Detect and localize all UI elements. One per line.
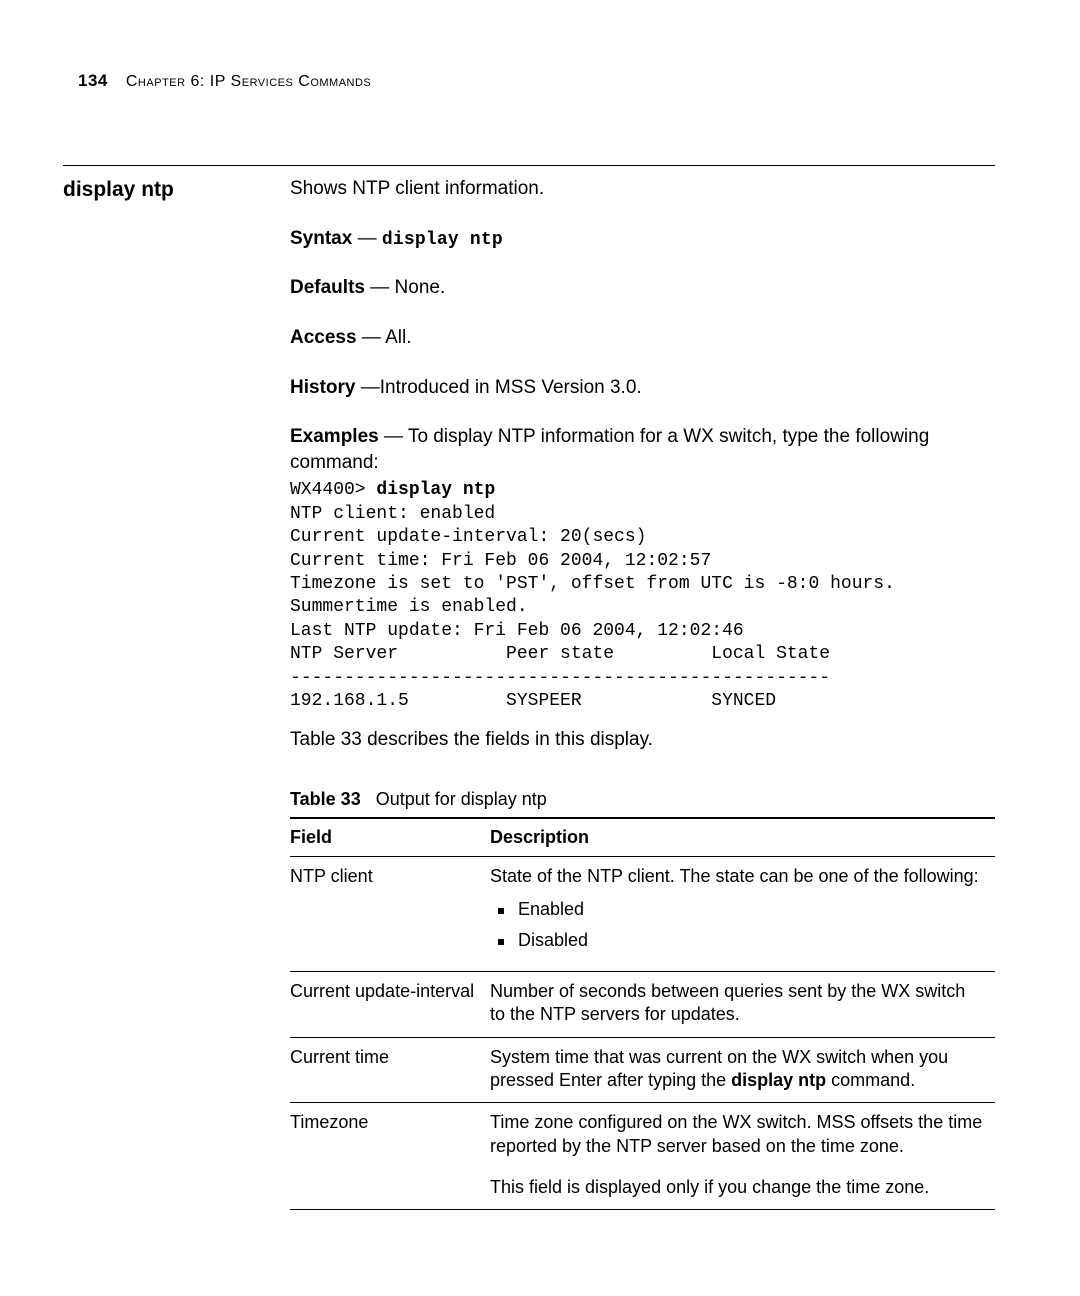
output-table: Field Description NTP client State of th… bbox=[290, 817, 995, 1210]
desc-cell: Time zone configured on the WX switch. M… bbox=[490, 1103, 995, 1168]
desc-intro: State of the NTP client. The state can b… bbox=[490, 866, 979, 886]
running-header: 134 Chapter 6: IP Services Commands bbox=[78, 70, 995, 93]
access-value: All. bbox=[385, 327, 411, 348]
bullet-list: Enabled Disabled bbox=[490, 898, 985, 953]
table-row: NTP client State of the NTP client. The … bbox=[290, 856, 995, 971]
desc-post: command. bbox=[826, 1070, 915, 1090]
defaults-value: None. bbox=[395, 277, 446, 298]
examples-label: Examples bbox=[290, 426, 379, 447]
access-line: Access — All. bbox=[290, 325, 995, 351]
section-divider bbox=[63, 165, 995, 166]
cli-prompt: WX4400> bbox=[290, 480, 376, 500]
body-column: Shows NTP client information. Syntax — d… bbox=[290, 168, 995, 1211]
page-number: 134 bbox=[78, 70, 108, 93]
inline-command: display ntp bbox=[731, 1070, 826, 1090]
examples-text: To display NTP information for a WX swit… bbox=[290, 426, 929, 473]
field-cell: Current update-interval bbox=[290, 971, 490, 1037]
desc-cell: System time that was current on the WX s… bbox=[490, 1037, 995, 1103]
history-value: Introduced in MSS Version 3.0. bbox=[380, 377, 642, 398]
field-cell: NTP client bbox=[290, 856, 490, 971]
desc-cell: Number of seconds between queries sent b… bbox=[490, 971, 995, 1037]
syntax-label: Syntax bbox=[290, 228, 352, 249]
bullet-item: Enabled bbox=[490, 898, 985, 921]
chapter-label: Chapter 6: IP Services Commands bbox=[126, 71, 371, 93]
table-row: This field is displayed only if you chan… bbox=[290, 1168, 995, 1210]
sidebar: display ntp bbox=[63, 168, 290, 1211]
page: 134 Chapter 6: IP Services Commands disp… bbox=[0, 0, 1080, 1296]
access-label: Access bbox=[290, 327, 357, 348]
command-title: display ntp bbox=[63, 176, 290, 204]
defaults-line: Defaults — None. bbox=[290, 275, 995, 301]
col-description: Description bbox=[490, 818, 995, 856]
table-caption: Table 33 Output for display ntp bbox=[290, 787, 995, 811]
field-cell-empty bbox=[290, 1168, 490, 1210]
table-caption-text: Output for display ntp bbox=[376, 789, 547, 809]
table-header-row: Field Description bbox=[290, 818, 995, 856]
desc-cell: State of the NTP client. The state can b… bbox=[490, 856, 995, 971]
examples-intro: Examples — To display NTP information fo… bbox=[290, 424, 995, 475]
cli-output: NTP client: enabled Current update-inter… bbox=[290, 504, 895, 711]
history-line: History —Introduced in MSS Version 3.0. bbox=[290, 375, 995, 401]
table-row: Current time System time that was curren… bbox=[290, 1037, 995, 1103]
history-label: History bbox=[290, 377, 355, 398]
table-note: Table 33 describes the fields in this di… bbox=[290, 727, 995, 753]
field-cell: Timezone bbox=[290, 1103, 490, 1168]
syntax-value: display ntp bbox=[382, 230, 503, 250]
table-row: Current update-interval Number of second… bbox=[290, 971, 995, 1037]
cli-example: WX4400> display ntp NTP client: enabled … bbox=[290, 479, 995, 713]
table-caption-number: Table 33 bbox=[290, 789, 361, 809]
defaults-label: Defaults bbox=[290, 277, 365, 298]
bullet-item: Disabled bbox=[490, 929, 985, 952]
desc-cell: This field is displayed only if you chan… bbox=[490, 1168, 995, 1210]
field-cell: Current time bbox=[290, 1037, 490, 1103]
cli-command: display ntp bbox=[376, 480, 495, 500]
col-field: Field bbox=[290, 818, 490, 856]
syntax-line: Syntax — display ntp bbox=[290, 226, 995, 252]
summary-text: Shows NTP client information. bbox=[290, 176, 995, 202]
content-row: display ntp Shows NTP client information… bbox=[63, 168, 995, 1211]
table-row: Timezone Time zone configured on the WX … bbox=[290, 1103, 995, 1168]
